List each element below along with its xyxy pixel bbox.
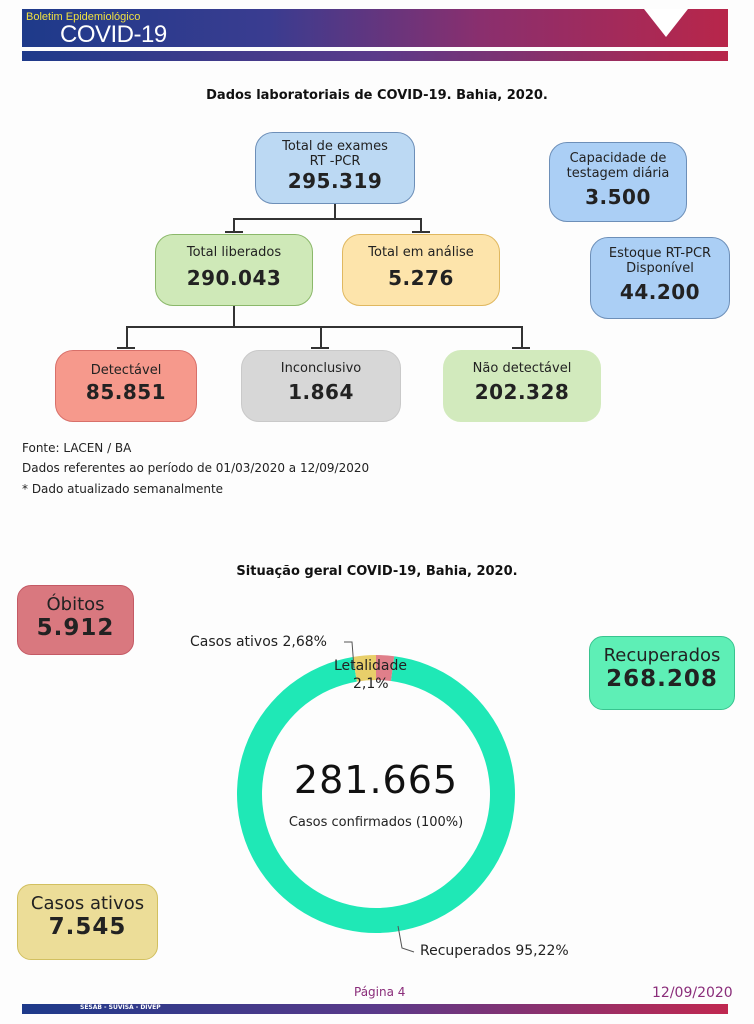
center-label: Casos confirmados (100%)	[288, 815, 464, 830]
label: Óbitos	[46, 594, 105, 615]
inconclusivo-box: Inconclusivo 1.864	[241, 350, 401, 422]
source-note: Fonte: LACEN / BA	[22, 441, 132, 455]
value: 85.851	[85, 380, 167, 404]
obitos-box: Óbitos 5.912	[17, 585, 134, 655]
recuperados-box: Recuperados 268.208	[589, 636, 735, 710]
label: testagem diária	[566, 166, 670, 181]
bulletin-kicker: Boletim Epidemiológico	[26, 11, 141, 23]
geral-section-title: Situação geral COVID-19, Bahia, 2020.	[236, 564, 518, 579]
label: Total de exames	[282, 139, 388, 154]
label: RT -PCR	[309, 154, 361, 169]
label: Total liberados	[186, 245, 282, 260]
slice-label-letalidade-pct: 2,1%	[353, 676, 389, 692]
center-value: 281.665	[293, 758, 459, 802]
nao-detectavel-box: Não detectável 202.328	[443, 350, 601, 422]
value: 5.912	[36, 615, 115, 641]
value: 7.545	[48, 914, 127, 940]
label: Recuperados	[603, 645, 721, 666]
value: 44.200	[619, 280, 701, 304]
label: Não detectável	[472, 361, 572, 376]
value: 268.208	[606, 666, 718, 692]
footer-stripe: SESAB - SUVISA - DIVEP	[22, 1004, 728, 1014]
bulletin-title: COVID-19	[60, 21, 167, 48]
total-liberados-box: Total liberados 290.043	[155, 234, 313, 306]
lab-section-title: Dados laboratoriais de COVID-19. Bahia, …	[206, 88, 548, 103]
slice-label-letalidade: Letalidade	[334, 658, 407, 674]
chevron-logo-icon	[644, 9, 688, 37]
footer-org: SESAB - SUVISA - DIVEP	[80, 1004, 161, 1011]
label: Estoque RT-PCR	[608, 246, 712, 261]
label: Disponível	[626, 261, 694, 276]
donut-slice-casos-ativos	[352, 655, 376, 682]
header-stripe	[22, 51, 728, 61]
label: Detectável	[90, 363, 162, 378]
value: 202.328	[474, 380, 570, 404]
casos-ativos-box: Casos ativos 7.545	[17, 884, 158, 960]
capacidade-box: Capacidade de testagem diária 3.500	[549, 142, 687, 222]
estoque-box: Estoque RT-PCR Disponível 44.200	[590, 237, 730, 319]
header-banner: Boletim Epidemiológico COVID-19	[22, 9, 728, 48]
value: 290.043	[186, 266, 282, 290]
slice-label-ativos: Casos ativos 2,68%	[190, 634, 327, 650]
value: 3.500	[585, 185, 651, 209]
value: 5.276	[388, 266, 454, 290]
leader-line-recuperados	[397, 925, 415, 953]
label: Inconclusivo	[280, 361, 362, 376]
page-number: Página 4	[354, 985, 406, 999]
donut-slice-letalidade	[376, 655, 395, 681]
value: 295.319	[287, 169, 383, 193]
total-analise-box: Total em análise 5.276	[342, 234, 500, 306]
label: Casos ativos	[30, 893, 145, 914]
footer-date: 12/09/2020	[652, 985, 733, 1001]
leader-line-ativos	[344, 641, 355, 669]
value: 1.864	[288, 380, 354, 404]
label: Total em análise	[368, 245, 474, 260]
update-note: * Dado atualizado semanalmente	[22, 482, 224, 496]
label: Capacidade de	[569, 151, 667, 166]
total-exames-box: Total de exames RT -PCR 295.319	[255, 132, 415, 204]
period-note: Dados referentes ao período de 01/03/202…	[22, 461, 370, 475]
detectavel-box: Detectável 85.851	[55, 350, 197, 422]
slice-label-recuperados: Recuperados 95,22%	[420, 943, 569, 959]
